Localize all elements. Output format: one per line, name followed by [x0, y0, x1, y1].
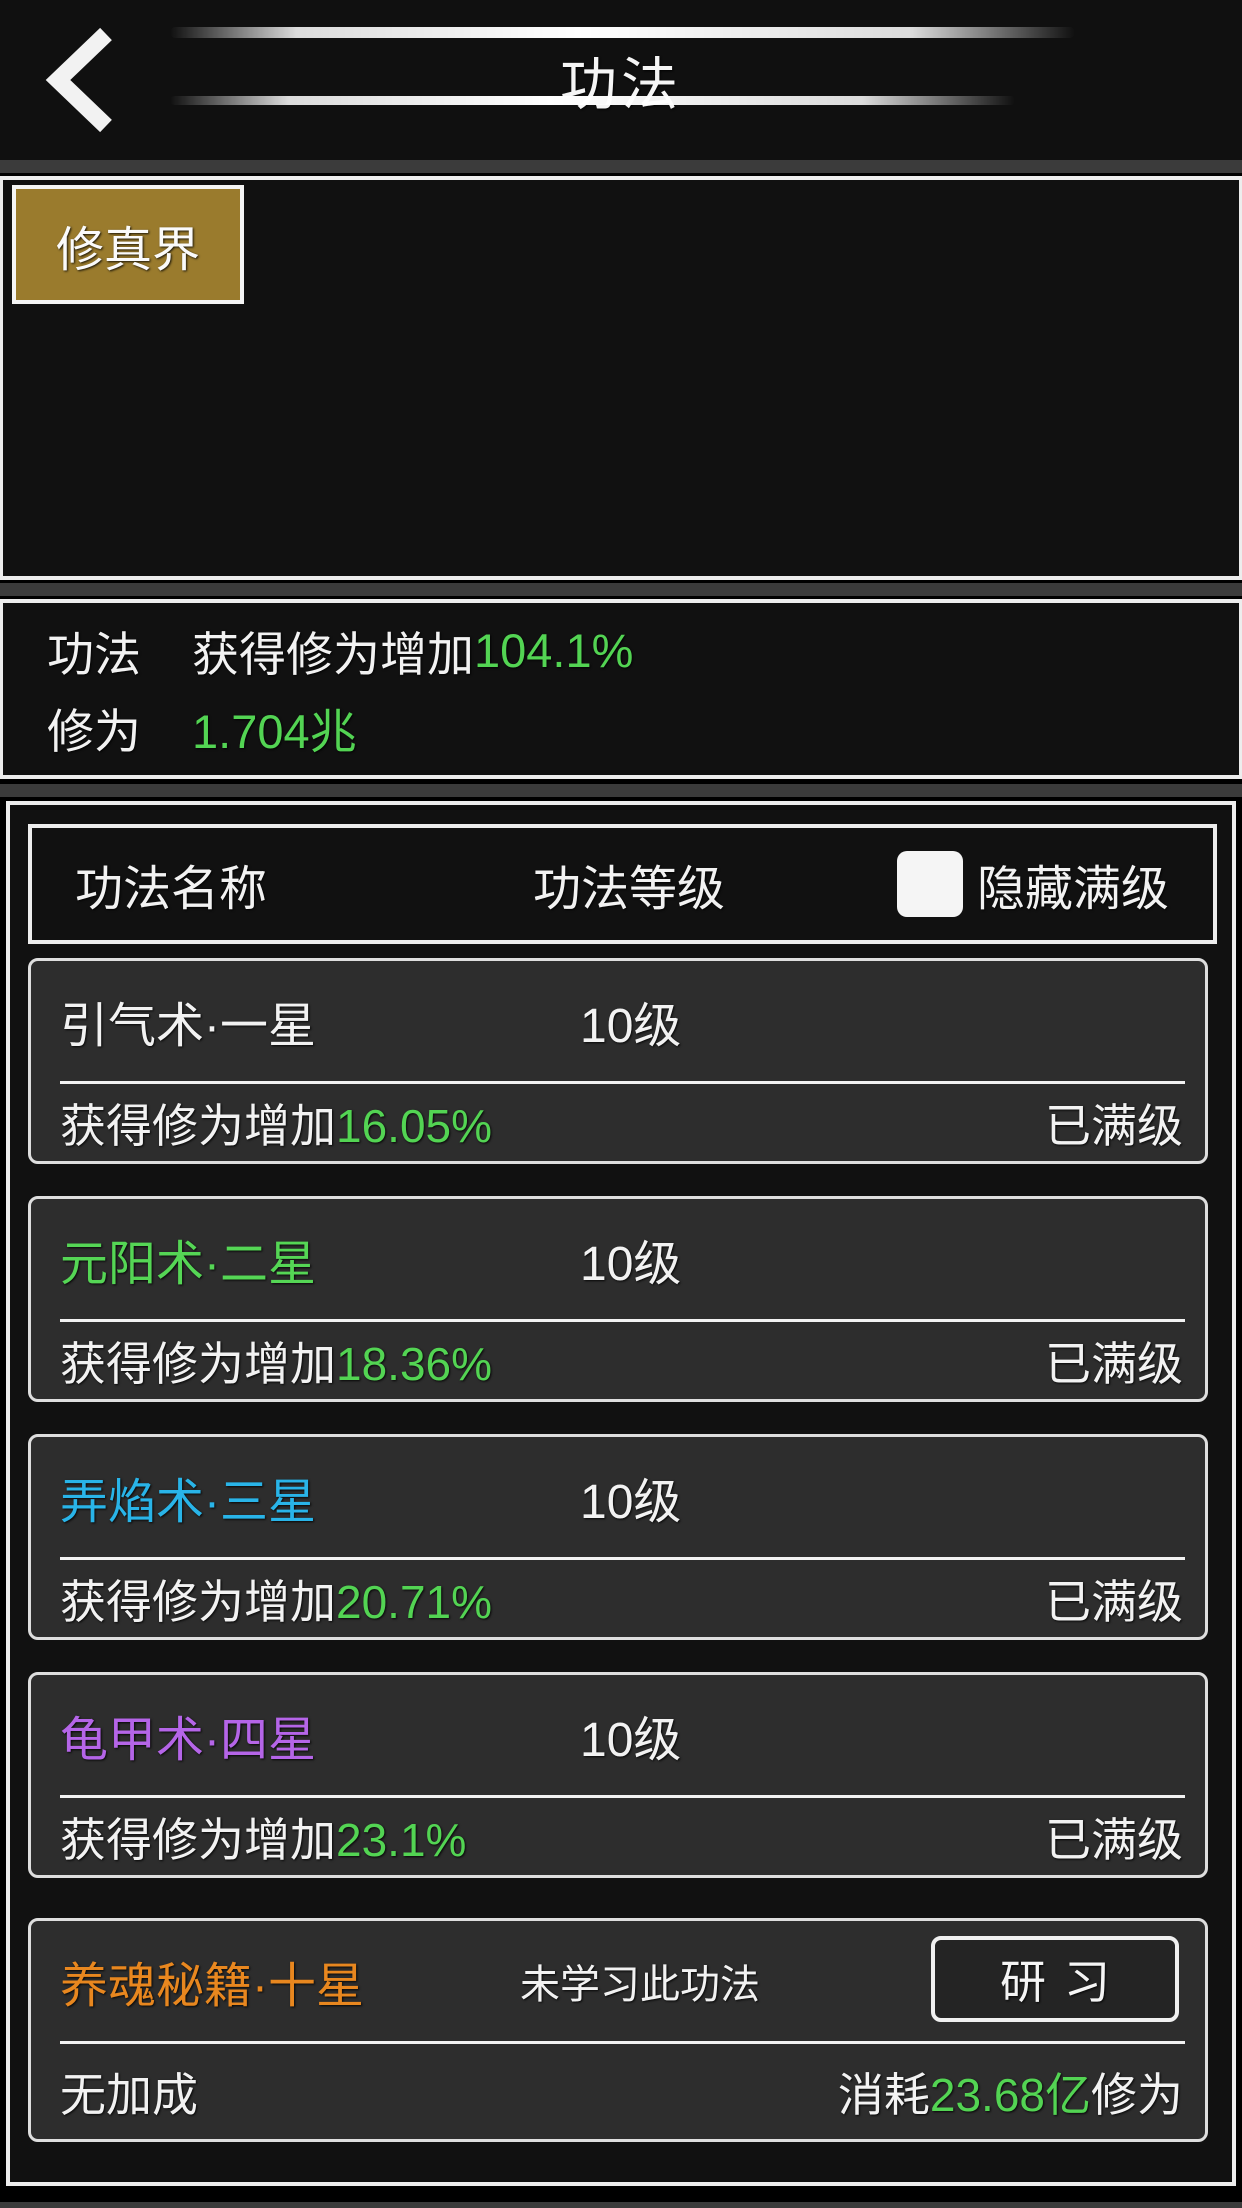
skill-effect-row: 获得修为增加23.1% 已满级	[31, 1798, 1205, 1875]
skill-name-row: 引气术·一星 10级	[31, 961, 1205, 1081]
column-header-level: 功法等级	[533, 863, 726, 916]
skill-name-row: 弄焰术·三星 10级	[31, 1437, 1205, 1557]
divider-strip	[0, 583, 1242, 596]
card-divider	[60, 1319, 1185, 1322]
skill-effect: 获得修为增加20.71%	[60, 1566, 492, 1632]
divider-strip	[0, 160, 1242, 173]
skill-card[interactable]: 元阳术·二星 10级 获得修为增加18.36% 已满级	[28, 1196, 1208, 1402]
effect-value: 23.1%	[336, 1813, 467, 1866]
status-maxed: 已满级	[1045, 1575, 1183, 1628]
skill-effect-row: 无加成 消耗23.68亿修为	[31, 2044, 1205, 2139]
page-title: 功法	[560, 53, 682, 117]
status-maxed: 已满级	[1045, 1099, 1183, 1152]
skill-effect-row: 获得修为增加18.36% 已满级	[31, 1322, 1205, 1399]
skill-level: 10级	[580, 1238, 682, 1291]
status-maxed: 已满级	[1045, 1813, 1183, 1866]
bottom-gap	[0, 2186, 1242, 2202]
skill-name: 引气术·一星	[60, 1000, 316, 1053]
skill-effect-row: 获得修为增加20.71% 已满级	[31, 1560, 1205, 1637]
summary-value-prefix: 获得修为增加	[192, 628, 474, 682]
study-button[interactable]: 研习	[931, 1936, 1179, 2022]
skill-name: 养魂秘籍·十星	[60, 1960, 364, 2013]
effect-prefix: 获得修为增加	[60, 1575, 336, 1628]
column-header-name: 功法名称	[75, 863, 268, 916]
summary-value: 获得修为增加 104.1%	[192, 616, 633, 685]
study-cost: 消耗23.68亿修为	[838, 2059, 1183, 2125]
cost-value: 23.68亿	[929, 2068, 1091, 2121]
effect-value: 18.36%	[336, 1337, 493, 1390]
hide-maxed-group: 隐藏满级	[863, 849, 1169, 919]
back-button[interactable]	[30, 24, 130, 136]
realm-tab-xiuzhenjie[interactable]: 修真界	[12, 185, 244, 304]
skill-name: 元阳术·二星	[60, 1238, 316, 1291]
card-divider	[60, 1795, 1185, 1798]
decor-line-top	[170, 27, 1075, 38]
chevron-left-icon	[45, 27, 112, 133]
table-header: 功法名称 功法等级 隐藏满级	[28, 824, 1217, 944]
skill-effect-row: 获得修为增加16.05% 已满级	[31, 1084, 1205, 1161]
summary-label: 修为	[47, 704, 141, 758]
effect-prefix: 获得修为增加	[60, 1099, 336, 1152]
hide-maxed-label: 隐藏满级	[976, 863, 1169, 916]
skill-name-row: 龟甲术·四星 10级	[31, 1675, 1205, 1795]
title-bar: 功法	[0, 0, 1242, 160]
hide-maxed-checkbox[interactable]	[896, 851, 963, 917]
card-divider	[60, 1557, 1185, 1560]
cost-suffix: 修为	[1091, 2068, 1183, 2121]
summary-label: 功法	[47, 628, 141, 682]
skill-effect: 获得修为增加23.1%	[60, 1804, 466, 1870]
skill-level: 10级	[580, 1714, 682, 1767]
skill-card[interactable]: 弄焰术·三星 10级 获得修为增加20.71% 已满级	[28, 1434, 1208, 1640]
status-maxed: 已满级	[1045, 1337, 1183, 1390]
skill-name-row: 元阳术·二星 10级	[31, 1199, 1205, 1319]
not-learned-text: 未学习此功法	[520, 1963, 760, 2007]
summary-value: 1.704兆	[192, 693, 357, 762]
effect-value: 16.05%	[336, 1099, 493, 1152]
skill-card[interactable]: 引气术·一星 10级 获得修为增加16.05% 已满级	[28, 958, 1208, 1164]
skill-card[interactable]: 龟甲术·四星 10级 获得修为增加23.1% 已满级	[28, 1672, 1208, 1878]
decor-line-bottom	[170, 96, 1015, 105]
realm-section: 修真界	[0, 176, 1242, 580]
skill-name-row: 养魂秘籍·十星 未学习此功法	[31, 1921, 1205, 2041]
skill-effect: 获得修为增加18.36%	[60, 1328, 492, 1394]
effect-value: 20.71%	[336, 1575, 493, 1628]
skill-level: 10级	[580, 1000, 682, 1053]
skill-panel: 功法名称 功法等级 隐藏满级 引气术·一星 10级 获得修为增加16.05% 已…	[6, 801, 1236, 2186]
divider-strip	[0, 784, 1242, 797]
summary-row-technique: 功法 获得修为增加 104.1%	[3, 616, 1239, 685]
card-divider	[60, 1081, 1185, 1084]
divider-strip	[0, 2202, 1242, 2208]
skill-effect: 获得修为增加16.05%	[60, 1090, 492, 1156]
skill-name: 弄焰术·三星	[60, 1476, 316, 1529]
skill-level: 10级	[580, 1476, 682, 1529]
cost-prefix: 消耗	[837, 2068, 930, 2121]
skill-name: 龟甲术·四星	[60, 1714, 316, 1767]
summary-section: 功法 获得修为增加 104.1% 修为 1.704兆	[0, 599, 1242, 779]
summary-value-number: 1.704兆	[192, 704, 357, 758]
summary-value-number: 104.1%	[474, 624, 634, 678]
skill-card-locked[interactable]: 养魂秘籍·十星 未学习此功法 研习 无加成 消耗23.68亿修为	[28, 1918, 1208, 2142]
summary-row-cultivation: 修为 1.704兆	[3, 693, 1239, 762]
card-divider	[60, 2041, 1185, 2044]
effect-prefix: 获得修为增加	[60, 1337, 336, 1390]
effect-prefix: 获得修为增加	[60, 1813, 336, 1866]
no-bonus-text: 无加成	[60, 2068, 198, 2121]
